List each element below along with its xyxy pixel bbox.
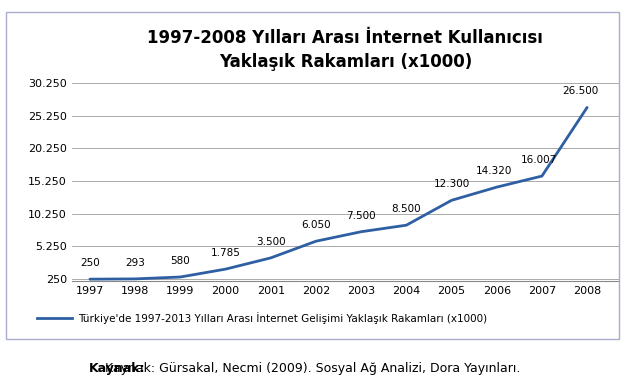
Text: 12.300: 12.300 xyxy=(433,179,469,189)
Text: 7.500: 7.500 xyxy=(346,211,376,221)
Text: 1.785: 1.785 xyxy=(211,248,241,258)
Text: 293: 293 xyxy=(125,258,145,268)
Text: 14.320: 14.320 xyxy=(476,166,512,176)
Text: 8.500: 8.500 xyxy=(391,204,421,214)
Text: 6.050: 6.050 xyxy=(301,220,331,230)
Text: Kaynak: Gürsakal, Necmi (2009). Sosyal Ağ Analizi, Dora Yayınları.: Kaynak: Gürsakal, Necmi (2009). Sosyal A… xyxy=(105,362,520,375)
Text: 16.007: 16.007 xyxy=(521,155,558,165)
Text: Türkiye'de 1997-2013 Yılları Arası İnternet Gelişimi Yaklaşık Rakamları (x1000): Türkiye'de 1997-2013 Yılları Arası İnter… xyxy=(78,312,488,324)
Text: 3.500: 3.500 xyxy=(256,237,286,247)
Text: 580: 580 xyxy=(171,256,190,266)
Text: Kaynak:: Kaynak: xyxy=(89,362,145,375)
Text: 250: 250 xyxy=(80,258,100,268)
Title: 1997-2008 Yılları Arası İnternet Kullanıcısı
Yaklaşık Rakamları (x1000): 1997-2008 Yılları Arası İnternet Kullanı… xyxy=(148,29,543,71)
Text: 26.500: 26.500 xyxy=(562,86,598,96)
